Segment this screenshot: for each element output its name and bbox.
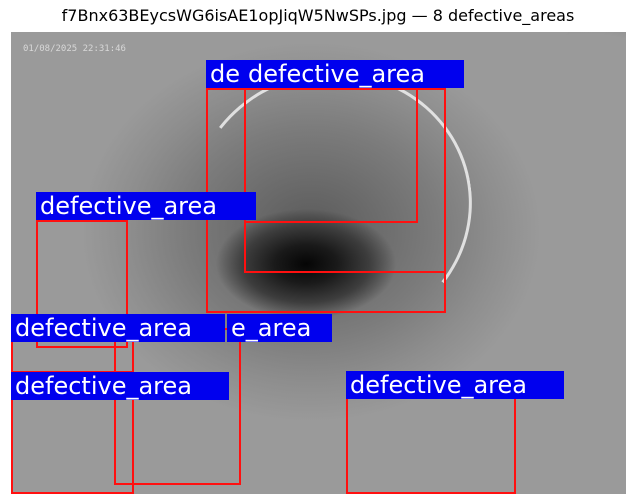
inspection-image: 01/08/2025 22:31:46 de defective_area de…	[11, 32, 626, 494]
figure-title: f7Bnx63BEycsWG6isAE1opJiqW5NwSPs.jpg — 8…	[61, 6, 575, 25]
image-timestamp: 01/08/2025 22:31:46	[23, 44, 126, 54]
detection-label: defective_area	[11, 314, 225, 342]
detection-box[interactable]	[36, 220, 128, 348]
detection-box[interactable]	[244, 88, 418, 223]
detection-label: defective_area	[346, 371, 564, 399]
detection-label: defective_area	[244, 60, 464, 88]
detection-label: defective_area	[11, 372, 229, 400]
detection-label: defective_area	[36, 192, 256, 220]
detection-label: e_area	[227, 314, 332, 342]
